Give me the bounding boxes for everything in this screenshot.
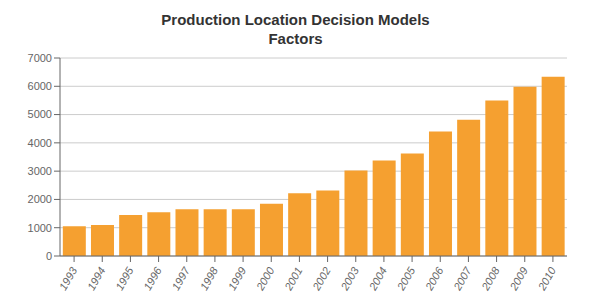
svg-text:1000: 1000 — [28, 222, 52, 234]
svg-text:1997: 1997 — [169, 264, 192, 292]
svg-text:2000: 2000 — [28, 193, 52, 205]
svg-text:2002: 2002 — [310, 265, 333, 293]
svg-text:2007: 2007 — [450, 264, 474, 293]
svg-text:2008: 2008 — [479, 264, 503, 293]
svg-text:3000: 3000 — [28, 165, 52, 177]
html-text:Production Location Decision M: Production Location Decision Models — [161, 11, 430, 28]
svg-text:2003: 2003 — [338, 264, 362, 293]
svg-text:4000: 4000 — [28, 137, 52, 149]
svg-text:1995: 1995 — [113, 264, 136, 292]
svg-text:2006: 2006 — [422, 264, 446, 293]
svg-text:2005: 2005 — [394, 264, 418, 293]
svg-text:2001: 2001 — [281, 265, 304, 293]
svg-text:2000: 2000 — [253, 264, 277, 293]
svg-text:6000: 6000 — [28, 80, 52, 92]
svg-text:1996: 1996 — [141, 264, 164, 292]
svg-text:2009: 2009 — [507, 265, 530, 293]
svg-text:5000: 5000 — [28, 108, 52, 120]
svg-text:1993: 1993 — [57, 264, 80, 292]
html-text:Factors: Factors — [268, 30, 323, 47]
svg-text:1999: 1999 — [226, 265, 249, 292]
svg-text:0: 0 — [46, 250, 52, 262]
svg-text:2010: 2010 — [535, 264, 559, 293]
svg-text:1994: 1994 — [85, 265, 108, 292]
svg-text:7000: 7000 — [28, 52, 52, 64]
svg-text:2004: 2004 — [366, 265, 389, 293]
svg-text:1998: 1998 — [197, 264, 220, 292]
